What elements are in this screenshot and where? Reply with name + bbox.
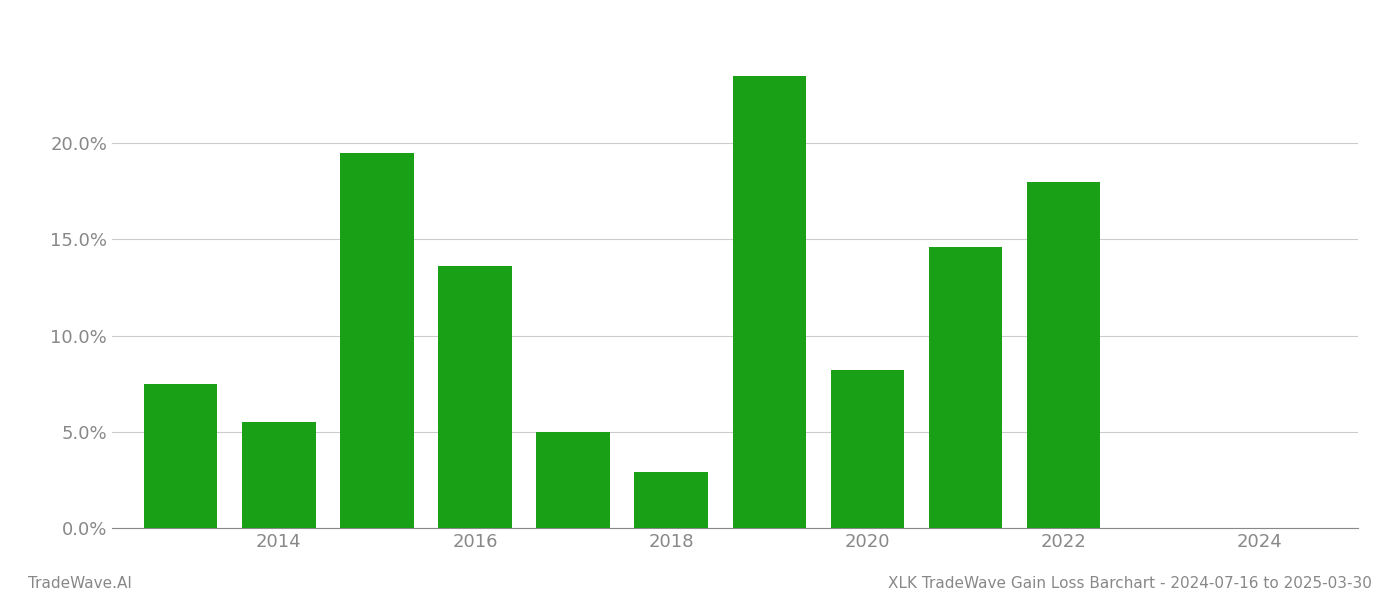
Bar [438,266,512,528]
Bar [242,422,315,528]
Bar [928,247,1002,528]
Bar [732,76,806,528]
Bar [1026,182,1100,528]
Bar [634,472,708,528]
Bar [340,153,413,528]
Text: TradeWave.AI: TradeWave.AI [28,576,132,591]
Bar [144,383,217,528]
Text: XLK TradeWave Gain Loss Barchart - 2024-07-16 to 2025-03-30: XLK TradeWave Gain Loss Barchart - 2024-… [888,576,1372,591]
Bar [536,432,610,528]
Bar [830,370,904,528]
